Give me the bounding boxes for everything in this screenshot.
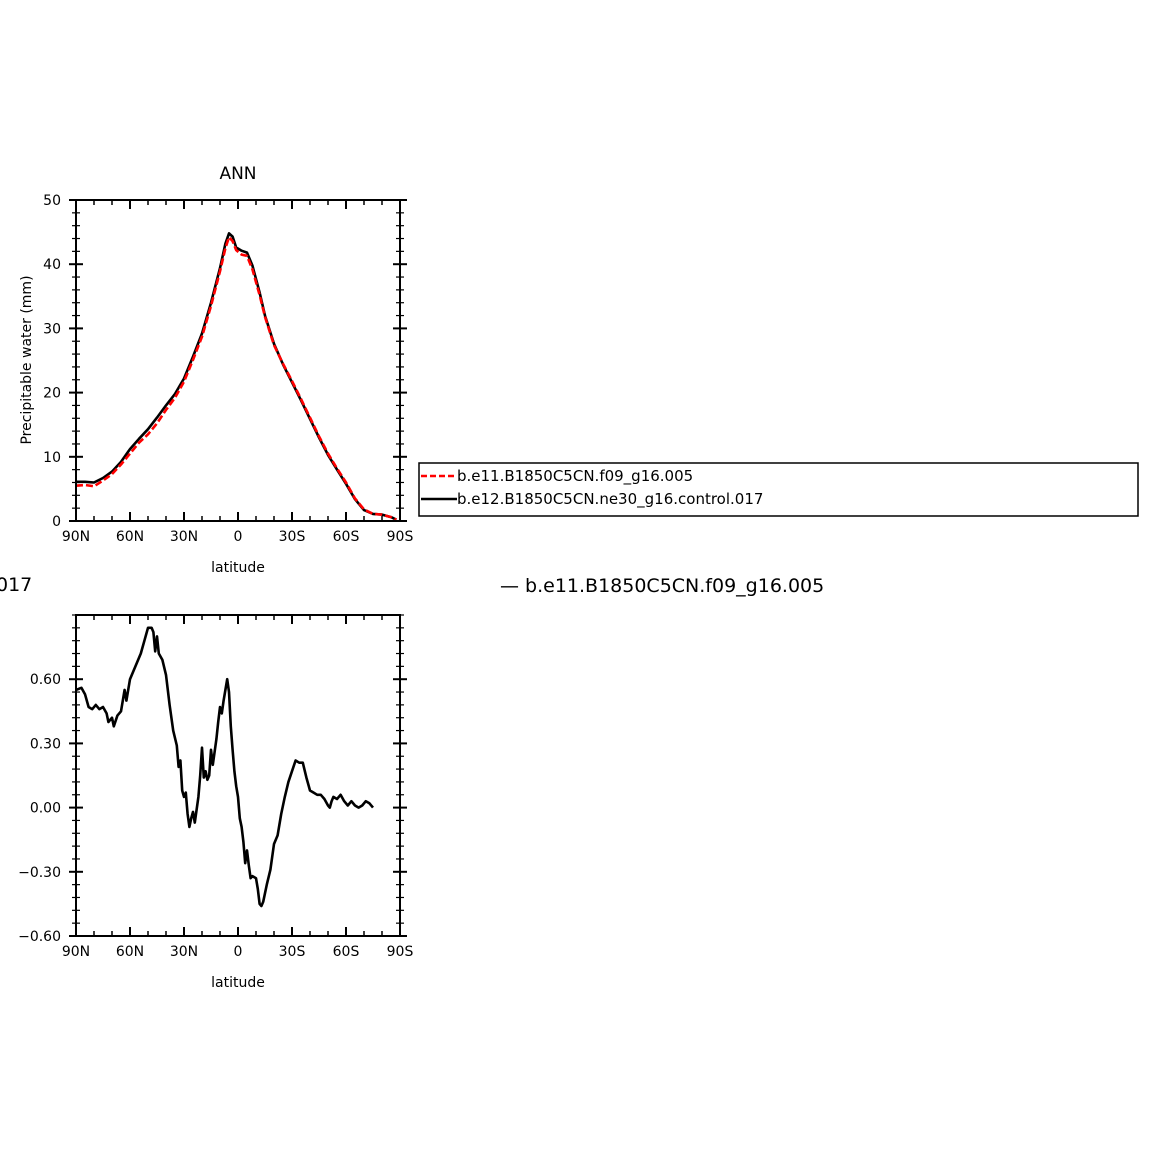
bottom-x-tick-label-5: 60S [333, 944, 360, 960]
bottom-x-tick-label-6: 90S [387, 944, 414, 960]
top-y-tick-label-1: 10 [43, 450, 61, 466]
bottom-series-line-0 [75, 626, 374, 908]
top-y-tick-label-0: 0 [52, 514, 61, 530]
top-x-tick-label-4: 30S [279, 529, 306, 545]
legend-frame [418, 462, 1139, 517]
top-x-tick-label-1: 60N [116, 529, 144, 545]
bottom-x-tick-label-3: 0 [234, 944, 243, 960]
top-series-line-1 [75, 235, 397, 521]
top-y-tick-label-5: 50 [43, 193, 61, 209]
bottom-x-tick-label-2: 30N [170, 944, 198, 960]
bottom-y-tick-label-2: 0.00 [30, 801, 61, 817]
top-series-line-0 [76, 232, 397, 521]
bottom-x-tick-label-4: 30S [279, 944, 306, 960]
top-chart-frame [75, 199, 401, 522]
top-y-tick-label-3: 30 [43, 321, 61, 337]
top-y-tick-label-2: 20 [43, 386, 61, 402]
legend-entry-1: b.e11.B1850C5CN.f09_g16.005 [457, 467, 693, 486]
bottom-y-tick-label-0: −0.60 [18, 929, 61, 945]
top-chart-ticks: 90N 60N 30N 0 30S 60S 90S 0 10 20 30 40 50 [43, 193, 413, 545]
bottom-chart: 90N 60N 30N 0 30S 60S 90S −0.60 −0.30 0.00 0.30 0.6… [18, 614, 414, 991]
bottom-x-tick-label-0: 90N [62, 944, 90, 960]
top-x-tick-label-2: 30N [170, 529, 198, 545]
bottom-y-tick-label-1: −0.30 [18, 865, 61, 881]
left-fragment-text: 017 [0, 574, 32, 596]
top-chart-title: ANN [219, 164, 256, 184]
top-chart-ylabel: Precipitable water (mm) [19, 275, 35, 444]
top-chart-xlabel: latitude [211, 560, 265, 576]
bottom-y-tick-label-4: 0.60 [30, 672, 61, 688]
top-y-tick-label-4: 40 [43, 257, 61, 273]
top-chart-series [75, 232, 397, 521]
legend-entry-2: b.e12.B1850C5CN.ne30_g16.control.017 [457, 490, 763, 509]
top-chart: ANN 90N 60N 30N 0 30S 60S 90S 0 10 20 30 40 50 Preci… [19, 164, 413, 576]
top-x-tick-label-6: 90S [387, 529, 414, 545]
top-x-tick-label-3: 0 [234, 529, 243, 545]
legend: b.e11.B1850C5CN.f09_g16.005 b.e12.B1850C… [418, 462, 1139, 517]
bottom-chart-ticks: 90N 60N 30N 0 30S 60S 90S −0.60 −0.30 0.00 0.30 0.6… [18, 614, 414, 960]
bottom-chart-series [75, 626, 374, 908]
top-x-tick-label-5: 60S [333, 529, 360, 545]
bottom-y-tick-label-3: 0.30 [30, 736, 61, 752]
bottom-chart-frame [75, 614, 401, 937]
right-legend-text: — b.e11.B1850C5CN.f09_g16.005 [500, 575, 824, 597]
bottom-x-tick-label-1: 60N [116, 944, 144, 960]
bottom-chart-xlabel: latitude [211, 975, 265, 991]
top-x-tick-label-0: 90N [62, 529, 90, 545]
